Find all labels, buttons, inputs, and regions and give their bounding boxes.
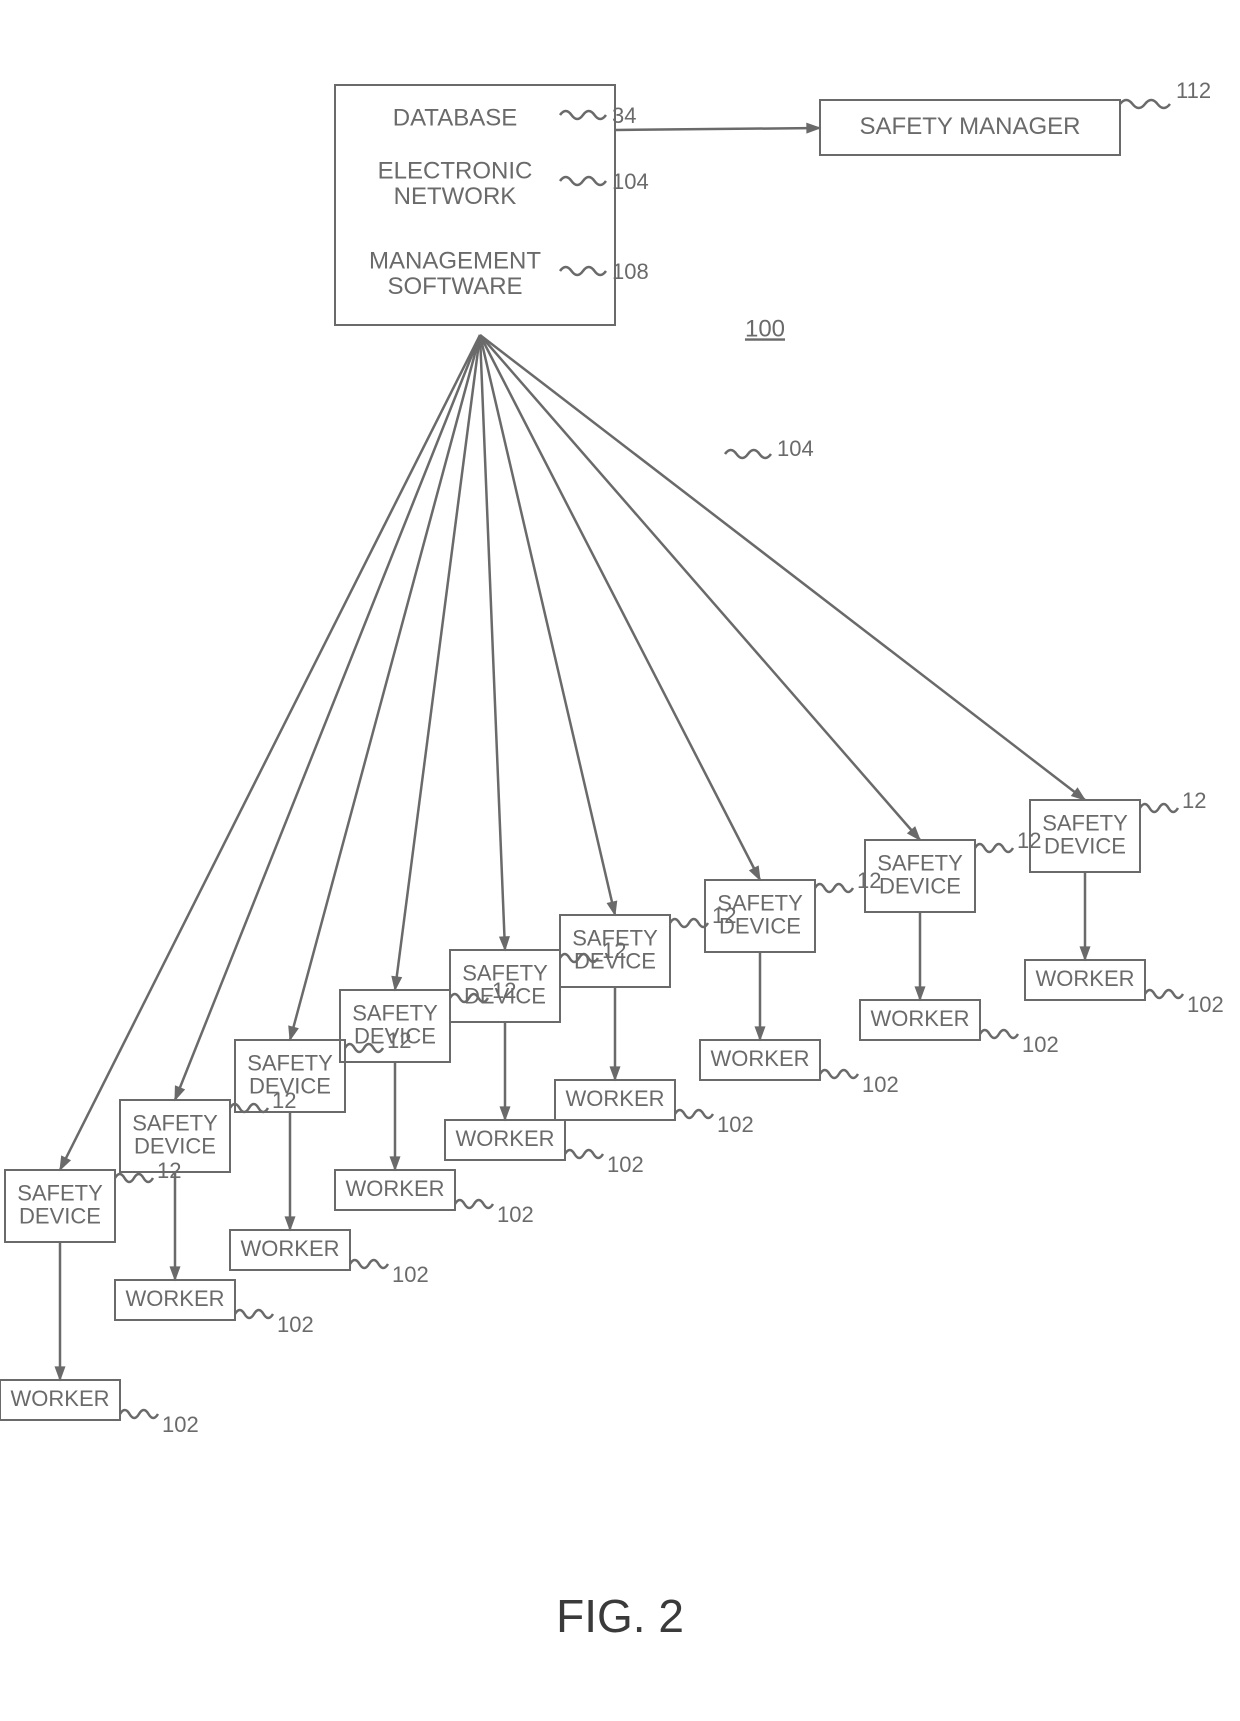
hub-ref-108: 108 xyxy=(612,259,649,284)
fan-arrow-ref: 104 xyxy=(777,436,814,461)
diagram-canvas: DATABASE 34 ELECTRONICNETWORK 104 MANAGEMENT… xyxy=(0,0,1240,1721)
worker-ref: 102 xyxy=(1187,992,1224,1017)
svg-text:SAFETY: SAFETY xyxy=(1042,810,1128,835)
svg-text:SOFTWARE: SOFTWARE xyxy=(387,273,522,300)
svg-text:MANAGEMENT: MANAGEMENT xyxy=(369,248,541,275)
svg-text:WORKER: WORKER xyxy=(566,1086,665,1111)
figure-number: 100 xyxy=(745,315,785,342)
worker-ref: 102 xyxy=(392,1262,429,1287)
svg-text:DEVICE: DEVICE xyxy=(879,873,961,898)
svg-text:WORKER: WORKER xyxy=(126,1286,225,1311)
svg-text:WORKER: WORKER xyxy=(1036,966,1135,991)
svg-text:SAFETY: SAFETY xyxy=(247,1050,333,1075)
svg-text:DATABASE: DATABASE xyxy=(393,104,517,131)
figure-caption: FIG. 2 xyxy=(556,1590,684,1642)
svg-text:WORKER: WORKER xyxy=(711,1046,810,1071)
svg-text:DEVICE: DEVICE xyxy=(354,1023,436,1048)
svg-text:SAFETY: SAFETY xyxy=(132,1110,218,1135)
worker-ref: 102 xyxy=(862,1072,899,1097)
svg-text:DEVICE: DEVICE xyxy=(19,1203,101,1228)
svg-text:SAFETY: SAFETY xyxy=(17,1180,103,1205)
svg-text:NETWORK: NETWORK xyxy=(394,183,517,210)
svg-text:DEVICE: DEVICE xyxy=(574,948,656,973)
svg-text:WORKER: WORKER xyxy=(871,1006,970,1031)
svg-text:ELECTRONIC: ELECTRONIC xyxy=(378,158,533,185)
svg-text:WORKER: WORKER xyxy=(456,1126,555,1151)
svg-text:SAFETY: SAFETY xyxy=(352,1000,438,1025)
svg-text:WORKER: WORKER xyxy=(241,1236,340,1261)
hub-ref-34: 34 xyxy=(612,103,636,128)
worker-ref: 102 xyxy=(277,1312,314,1337)
worker-ref: 102 xyxy=(162,1412,199,1437)
worker-ref: 102 xyxy=(497,1202,534,1227)
svg-text:WORKER: WORKER xyxy=(11,1386,110,1411)
svg-text:DEVICE: DEVICE xyxy=(719,913,801,938)
hub-ref-104: 104 xyxy=(612,169,649,194)
device-ref: 12 xyxy=(1182,788,1206,813)
svg-text:SAFETY MANAGER: SAFETY MANAGER xyxy=(860,113,1081,140)
worker-ref: 102 xyxy=(1022,1032,1059,1057)
svg-text:SAFETY: SAFETY xyxy=(717,890,803,915)
device-ref: 12 xyxy=(157,1158,181,1183)
svg-text:SAFETY: SAFETY xyxy=(572,925,658,950)
svg-text:WORKER: WORKER xyxy=(346,1176,445,1201)
svg-text:SAFETY: SAFETY xyxy=(877,850,963,875)
svg-text:DEVICE: DEVICE xyxy=(464,983,546,1008)
svg-text:SAFETY: SAFETY xyxy=(462,960,548,985)
worker-ref: 102 xyxy=(607,1152,644,1177)
svg-text:DEVICE: DEVICE xyxy=(134,1133,216,1158)
svg-text:DEVICE: DEVICE xyxy=(249,1073,331,1098)
safety-manager-ref: 112 xyxy=(1176,78,1211,103)
svg-text:DEVICE: DEVICE xyxy=(1044,833,1126,858)
worker-ref: 102 xyxy=(717,1112,754,1137)
